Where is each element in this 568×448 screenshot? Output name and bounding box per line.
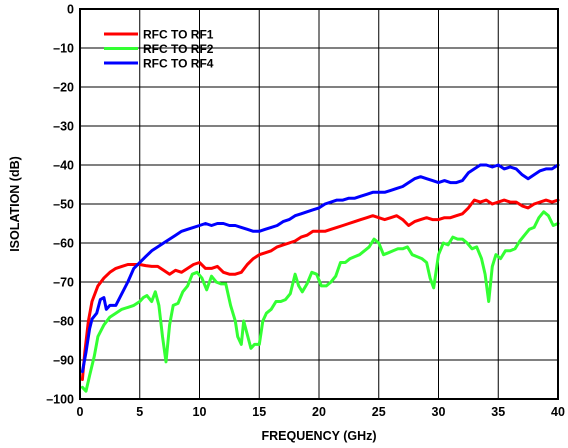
y-tick-label: –50 [53,198,74,212]
series-line-3 [80,163,560,374]
legend-label: RFC TO RF1 [143,28,214,42]
x-tick-label: 25 [372,405,386,419]
legend-label: RFC TO RF2 [143,42,214,56]
plot-frame [79,8,559,400]
y-tick-label: –60 [53,237,74,251]
x-axis-title: FREQUENCY (GHz) [261,429,376,443]
y-tick-label: –10 [53,42,74,56]
y-tick-label: –30 [53,120,74,134]
y-tick-label: –80 [53,315,74,329]
x-tick-label: 0 [77,405,84,419]
x-tick-label: 5 [136,405,143,419]
axis-ticks: 0 5 10 15 20 25 30 35 40 0 –10 –20 –30 –40 –50 –60 –70 –8… [46,3,565,420]
y-tick-label: –40 [53,159,74,173]
y-axis-title: ISOLATION (dB) [8,156,22,252]
series-line-1 [80,198,560,381]
x-tick-label: 30 [432,405,446,419]
y-tick-label: 0 [67,3,74,17]
x-tick-label: 40 [551,405,565,419]
y-tick-label: –70 [53,276,74,290]
legend-label: RFC TO RF4 [143,57,214,71]
x-tick-label: 35 [491,405,505,419]
y-tick-label: –90 [53,354,74,368]
x-tick-label: 10 [193,405,207,419]
x-tick-label: 20 [312,405,326,419]
series-line-2 [80,210,560,393]
series-group [80,163,560,393]
y-tick-label: –20 [53,81,74,95]
y-tick-label: –100 [46,393,74,407]
x-tick-label: 15 [252,405,266,419]
